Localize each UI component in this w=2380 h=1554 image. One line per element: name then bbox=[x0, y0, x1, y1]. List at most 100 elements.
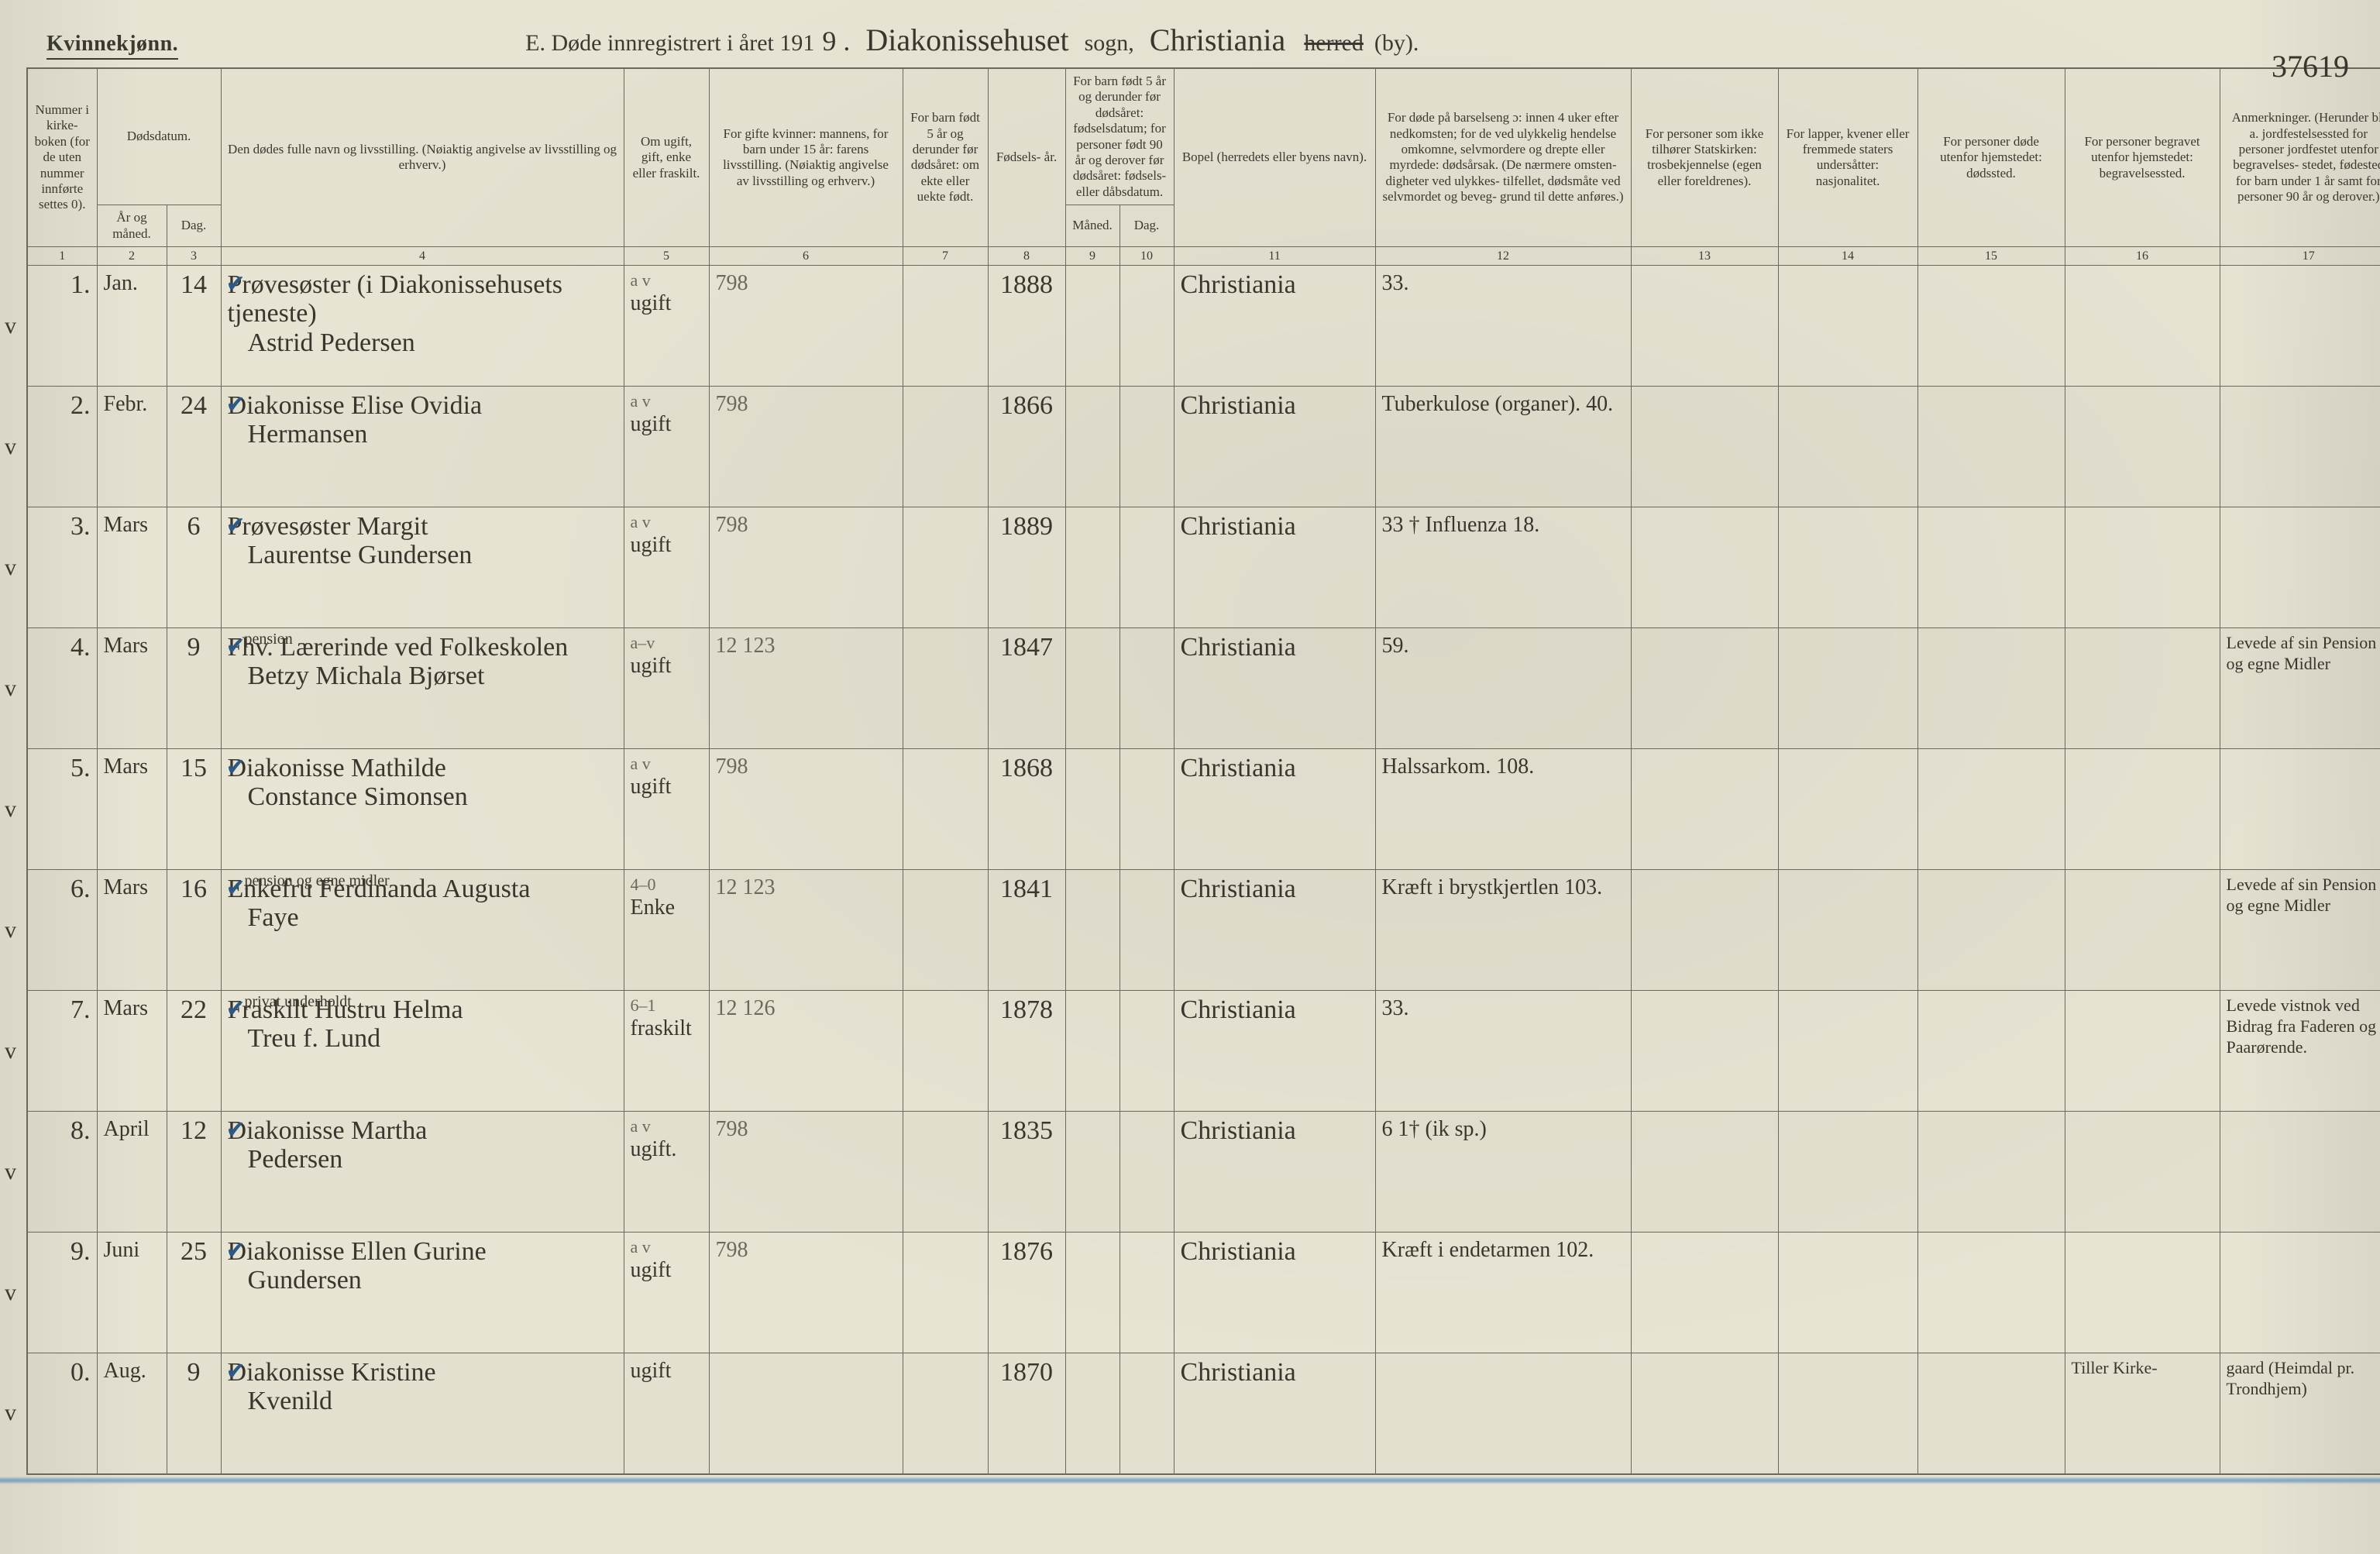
table-row: v9.Juni25 ✔ Diakonisse Ellen Gurine Gund… bbox=[27, 1233, 2380, 1353]
cell bbox=[1917, 387, 2065, 507]
cause: Tuberkulose (organer). 40. bbox=[1382, 392, 1614, 416]
check-icon: ✔ bbox=[226, 995, 246, 1023]
month: Juni bbox=[104, 1238, 140, 1262]
cell bbox=[2065, 628, 2220, 749]
marital-top: a v bbox=[631, 270, 703, 291]
cell: 16 bbox=[167, 870, 221, 991]
cell bbox=[1119, 387, 1174, 507]
cell: ✔ Diakonisse Mathilde Constance Simonsen bbox=[221, 749, 624, 870]
cell: ✔ Diakonisse Martha Pedersen bbox=[221, 1112, 624, 1233]
residence: Christiania bbox=[1181, 1237, 1296, 1266]
check-icon: ✔ bbox=[226, 875, 246, 902]
row-number: 8. bbox=[71, 1116, 91, 1145]
colnum: 14 bbox=[1778, 246, 1917, 265]
colnum: 9 bbox=[1065, 246, 1119, 265]
cell bbox=[1778, 749, 1917, 870]
table-row: v0.Aug.9 ✔ Diakonisse Kristine Kvenild u… bbox=[27, 1353, 2380, 1474]
col-header-3: Dag. bbox=[167, 205, 221, 247]
cell bbox=[1778, 628, 1917, 749]
cell: Levede vistnok ved Bidrag fra Faderen og… bbox=[2220, 991, 2380, 1112]
col-header-2-group: Dødsdatum. bbox=[97, 68, 221, 205]
year-suffix-hand: 9 . bbox=[822, 25, 850, 57]
cell bbox=[2220, 1112, 2380, 1233]
row-number: 3. bbox=[71, 512, 91, 541]
birth-year: 1876 bbox=[1000, 1237, 1053, 1266]
col6: 12 123 bbox=[716, 875, 776, 899]
month: Febr. bbox=[104, 392, 148, 416]
cell: ✔ pension og egne midler Enkefru Ferdina… bbox=[221, 870, 624, 991]
notes: Levede af sin Pension og egne Midler bbox=[2227, 633, 2377, 673]
row-number: 1. bbox=[71, 270, 91, 299]
colnum: 10 bbox=[1119, 246, 1174, 265]
cell bbox=[1917, 628, 2065, 749]
cell bbox=[2065, 991, 2220, 1112]
cell bbox=[1065, 266, 1119, 387]
cell: Christiania bbox=[1174, 749, 1375, 870]
col6: 12 123 bbox=[716, 634, 776, 658]
month: Mars bbox=[104, 634, 149, 658]
cell bbox=[1631, 870, 1778, 991]
name-line2: Treu f. Lund bbox=[228, 1024, 617, 1053]
table-row: v5.Mars15 ✔ Diakonisse Mathilde Constanc… bbox=[27, 749, 2380, 870]
col6: 798 bbox=[716, 392, 748, 416]
cell: v5. bbox=[27, 749, 97, 870]
marital-top: a v bbox=[631, 1116, 703, 1136]
cell: 59. bbox=[1375, 628, 1631, 749]
residence: Christiania bbox=[1181, 391, 1296, 420]
cell: 12 bbox=[167, 1112, 221, 1233]
cell: v7. bbox=[27, 991, 97, 1112]
col6: 798 bbox=[716, 1238, 748, 1262]
cell bbox=[1778, 387, 1917, 507]
marital: ugift bbox=[631, 775, 672, 799]
cell: Christiania bbox=[1174, 991, 1375, 1112]
cell: 6 bbox=[167, 507, 221, 628]
residence: Christiania bbox=[1181, 270, 1296, 299]
cell: Kræft i endetarmen 102. bbox=[1375, 1233, 1631, 1353]
cell: 1876 bbox=[988, 1233, 1065, 1353]
cause: Kræft i endetarmen 102. bbox=[1382, 1238, 1594, 1262]
cause: 33. bbox=[1382, 271, 1409, 295]
col-header-9: Måned. bbox=[1065, 205, 1119, 247]
month: Mars bbox=[104, 996, 149, 1020]
cell bbox=[903, 1233, 988, 1353]
col-header-11: Bopel (herredets eller byens navn). bbox=[1174, 68, 1375, 246]
cell bbox=[1778, 1353, 1917, 1474]
check-icon: ✔ bbox=[226, 1116, 246, 1144]
name-line2: Kvenild bbox=[228, 1387, 617, 1415]
cell bbox=[1631, 266, 1778, 387]
col-header-1: Nummer i kirke- boken (for de uten numme… bbox=[27, 68, 97, 246]
cell: Christiania bbox=[1174, 870, 1375, 991]
cell: 6–1 fraskilt bbox=[624, 991, 709, 1112]
cell: Levede af sin Pension og egne Midler bbox=[2220, 870, 2380, 991]
title-block: E. Døde innregistrert i året 1919 . Diak… bbox=[525, 22, 1419, 58]
col-header-15: For personer døde utenfor hjemstedet: dø… bbox=[1917, 68, 2065, 246]
cell bbox=[1631, 1112, 1778, 1233]
cell bbox=[1119, 507, 1174, 628]
cell bbox=[1917, 1353, 2065, 1474]
cell bbox=[903, 507, 988, 628]
cell: 798 bbox=[709, 1233, 903, 1353]
cell: 15 bbox=[167, 749, 221, 870]
cell bbox=[903, 387, 988, 507]
table-row: v8.April12 ✔ Diakonisse Martha Pedersen … bbox=[27, 1112, 2380, 1233]
marital: ugift bbox=[631, 412, 672, 436]
cell: Jan. bbox=[97, 266, 167, 387]
cell: a v ugift bbox=[624, 266, 709, 387]
cause: Kræft i brystkjertlen 103. bbox=[1382, 875, 1603, 899]
ledger-table: Nummer i kirke- boken (for de uten numme… bbox=[26, 67, 2380, 1475]
residence: Christiania bbox=[1181, 754, 1296, 782]
cell bbox=[903, 628, 988, 749]
cell: 1888 bbox=[988, 266, 1065, 387]
cell bbox=[2220, 266, 2380, 387]
col6: 798 bbox=[716, 755, 748, 779]
cell: Christiania bbox=[1174, 1353, 1375, 1474]
col-header-10: Dag. bbox=[1119, 205, 1174, 247]
day: 25 bbox=[181, 1237, 207, 1266]
name-line2: Astrid Pedersen bbox=[228, 328, 617, 357]
colnum: 11 bbox=[1174, 246, 1375, 265]
marital-top: a v bbox=[631, 512, 703, 532]
table-row: v3.Mars6 ✔ Prøvesøster Margit Laurentse … bbox=[27, 507, 2380, 628]
cell: 33 † Influenza 18. bbox=[1375, 507, 1631, 628]
row-number: 7. bbox=[71, 995, 91, 1024]
cell: Juni bbox=[97, 1233, 167, 1353]
